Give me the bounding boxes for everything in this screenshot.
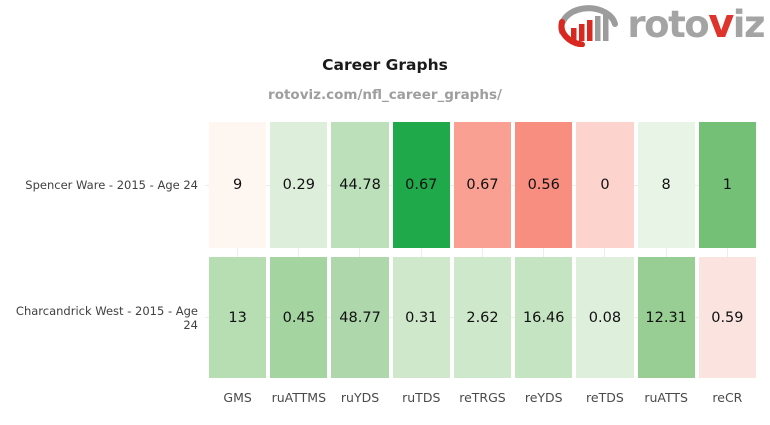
heatmap-cell: 13 bbox=[209, 257, 267, 378]
column-label: ruATTMS bbox=[271, 390, 327, 405]
column-label: reCR bbox=[712, 390, 743, 405]
gridline-vertical bbox=[298, 122, 299, 378]
column-label: ruATTS bbox=[644, 390, 688, 405]
heatmap-cell: 44.78 bbox=[331, 122, 389, 248]
heatmap-cell: 8 bbox=[637, 122, 695, 248]
heatmap-cell: 0.67 bbox=[392, 122, 450, 248]
gridline-vertical bbox=[482, 122, 483, 378]
gridline-vertical bbox=[421, 122, 422, 378]
brand-text: rotoviz bbox=[627, 0, 766, 48]
heatmap-cell: 0.67 bbox=[453, 122, 512, 248]
column-label: reYDS bbox=[524, 390, 563, 405]
heatmap-cell: 0.29 bbox=[270, 122, 328, 248]
column-label: reTRGS bbox=[459, 390, 506, 405]
heatmap-cell: 0.45 bbox=[270, 257, 328, 378]
gridline-vertical bbox=[604, 122, 605, 378]
heatmap-cell: 9 bbox=[209, 122, 267, 248]
gridline-vertical bbox=[666, 122, 667, 378]
gridline-vertical bbox=[359, 122, 360, 378]
brand-accent: v bbox=[708, 0, 734, 47]
logo-bars-swoosh-icon bbox=[558, 5, 619, 47]
heatmap-cell: 16.46 bbox=[515, 257, 573, 378]
column-label: ruYDS bbox=[340, 390, 380, 405]
rotoviz-logo: rotoviz bbox=[555, 0, 766, 48]
heatmap-cell: 0.08 bbox=[576, 257, 634, 378]
brand-prefix: roto bbox=[627, 2, 709, 46]
page-subtitle: rotoviz.com/nfl_career_graphs/ bbox=[268, 87, 502, 103]
column-label: reTDS bbox=[586, 390, 624, 405]
heatmap-cell: 1 bbox=[698, 122, 756, 248]
column-label: GMS bbox=[223, 390, 252, 405]
heatmap-cell: 48.77 bbox=[331, 257, 389, 378]
brand-suffix: iz bbox=[732, 2, 766, 46]
row-label: Charcandrick West - 2015 - Age 24 bbox=[15, 303, 198, 332]
gridline-vertical bbox=[543, 122, 544, 378]
gridline-vertical bbox=[237, 122, 238, 378]
heatmap-cell: 2.62 bbox=[453, 257, 512, 378]
heatmap-cell: 0.31 bbox=[392, 257, 450, 378]
heatmap-cell: 0.59 bbox=[698, 257, 756, 378]
heatmap-cell: 0 bbox=[576, 122, 634, 248]
row-label: Spencer Ware - 2015 - Age 24 bbox=[25, 178, 198, 192]
column-label: ruTDS bbox=[402, 390, 441, 405]
gridline-vertical bbox=[727, 122, 728, 378]
heatmap-cell: 0.56 bbox=[515, 122, 573, 248]
heatmap-cell: 12.31 bbox=[637, 257, 695, 378]
heatmap-grid: Spencer Ware - 2015 - Age 24 9 0.29 44.7… bbox=[0, 122, 756, 413]
page-title: Career Graphs bbox=[322, 56, 448, 74]
axis-corner-spacer bbox=[0, 387, 205, 413]
heatmap-chart: Spencer Ware - 2015 - Age 24 9 0.29 44.7… bbox=[0, 122, 756, 413]
